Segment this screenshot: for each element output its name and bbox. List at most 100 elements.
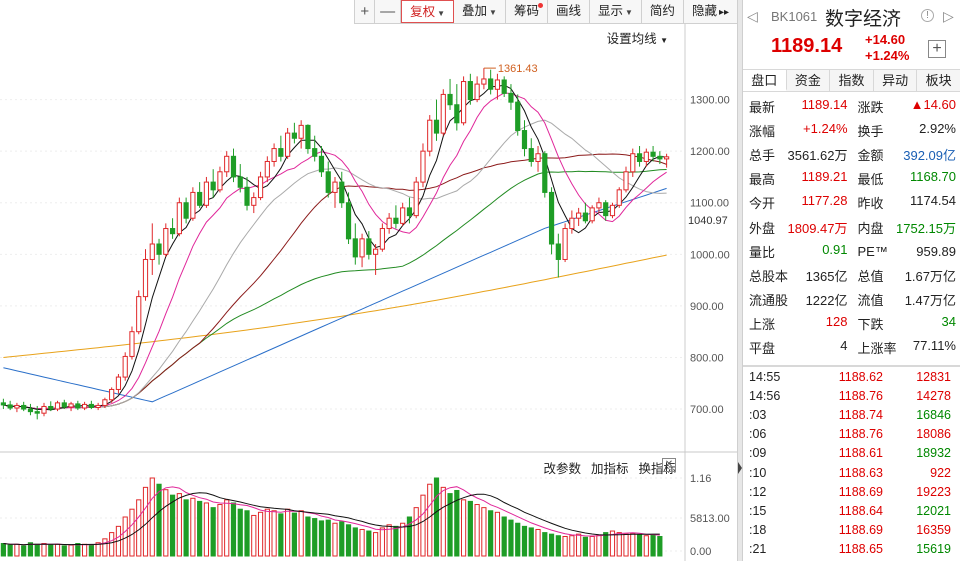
switch-indicator-button[interactable]: 换指标 <box>638 462 676 476</box>
candle-body <box>501 79 507 94</box>
candle-body <box>298 124 304 139</box>
y-tick-label: 800.00 <box>690 352 724 364</box>
zoom-in-button[interactable]: + <box>355 0 376 23</box>
trade-volume: 12021 <box>916 503 951 518</box>
stat-value: 128 <box>825 314 848 330</box>
hide-button[interactable]: 隐藏 ▸▸ <box>684 0 738 23</box>
simple-button[interactable]: 简约 <box>642 0 684 23</box>
tick-trades-list[interactable]: 14:55 1188.62 12831 14:56 1188.76 14278:03 118… <box>743 365 960 559</box>
y-tick-label: 1000.00 <box>690 249 730 261</box>
kline-svg[interactable]: 1300.00 1200.00 1100.00 1000.00 900.00 800.00… <box>0 0 738 561</box>
candle-body <box>7 404 13 409</box>
candle-body <box>521 130 528 150</box>
trade-volume: 12831 <box>916 369 951 384</box>
panel-splitter[interactable] <box>737 0 743 561</box>
overlay-button[interactable]: 叠加 ▼ <box>454 0 506 23</box>
stat-row: 最高 1189.21 最低 1168.70 <box>743 167 960 191</box>
chips-button[interactable]: 筹码 <box>506 0 548 23</box>
stat-label: 涨跌 <box>857 99 884 115</box>
candle-body <box>386 217 392 230</box>
candle-body <box>142 258 149 298</box>
volume-bar <box>210 507 216 557</box>
volume-bar <box>102 538 108 557</box>
change-params-button[interactable]: 改参数 <box>543 462 581 476</box>
volume-bar <box>433 477 440 557</box>
kline-chart-area[interactable]: 1300.00 1200.00 1100.00 1000.00 900.00 800.00… <box>0 0 738 561</box>
volume-bar <box>623 533 629 557</box>
splitter-arrow-icon[interactable] <box>738 460 742 476</box>
candle-body <box>14 404 20 409</box>
candle-body <box>149 243 155 260</box>
volume-bar <box>14 543 20 557</box>
draw-line-button[interactable]: 画线 <box>548 0 590 23</box>
candle-body <box>81 403 88 409</box>
candle-body <box>217 171 223 191</box>
zoom-out-button[interactable]: — <box>375 0 402 23</box>
tab-capital[interactable]: 资金 <box>787 70 831 91</box>
trade-time: :12 <box>749 484 767 499</box>
volume-bar <box>163 489 169 557</box>
candle-body <box>515 101 521 132</box>
stat-value: 1752.15万 <box>896 220 956 236</box>
symbol-name: 数字经济 <box>825 9 902 30</box>
add-indicator-button[interactable]: 加指标 <box>590 462 629 476</box>
volume-bar <box>609 530 616 557</box>
candle-body <box>318 155 325 173</box>
candle-body <box>406 207 413 217</box>
stat-value: 1365亿 <box>805 268 848 284</box>
adjust-rights-button[interactable]: 复权 ▼ <box>401 0 455 23</box>
volume-bar <box>548 533 555 557</box>
info-icon[interactable]: ! <box>921 9 934 22</box>
stat-label: 外盘 <box>749 220 776 236</box>
volume-bar <box>420 494 426 557</box>
volume-tick-label: 1.16 <box>690 473 711 485</box>
volume-bar <box>616 532 622 557</box>
ma-setting-button[interactable]: 设置均线 ▼ <box>607 28 668 47</box>
candle-body <box>285 132 291 157</box>
stat-row: 上涨 128 下跌 34 <box>743 312 960 336</box>
tab-orderbook[interactable]: 盘口 <box>743 70 787 91</box>
volume-bar <box>81 543 88 557</box>
trade-volume: 16846 <box>916 407 951 422</box>
trade-price: 1188.64 <box>838 503 883 518</box>
candle-body <box>596 202 602 209</box>
stat-label: 内盘 <box>857 220 884 236</box>
add-watchlist-button[interactable]: + <box>928 40 946 58</box>
stat-label: 换手 <box>857 123 884 139</box>
stat-cell: 下跌 34 <box>852 314 960 333</box>
candle-body <box>102 399 108 406</box>
prev-arrow-icon[interactable]: ◁ <box>747 8 758 24</box>
candle-body <box>609 204 616 217</box>
volume-bar <box>515 522 521 557</box>
candle-body <box>271 148 277 162</box>
stat-label: 涨幅 <box>749 123 776 139</box>
close-icon[interactable]: ✕ <box>662 458 676 472</box>
stat-label: 总手 <box>749 147 776 163</box>
stat-cell: 今开 1177.28 <box>743 193 852 212</box>
trade-row: :18 1188.69 16359 <box>743 521 960 540</box>
candle-body <box>562 228 568 260</box>
tab-sector[interactable]: 板块 <box>925 73 952 88</box>
next-arrow-icon[interactable]: ▷ <box>943 8 954 24</box>
candle-body <box>136 296 142 333</box>
candle-body <box>27 408 34 413</box>
candle-body <box>474 83 480 101</box>
candle-body <box>68 403 74 408</box>
volume-bar <box>542 532 548 557</box>
candle-body <box>237 176 243 188</box>
candle-body <box>467 81 473 101</box>
change-value: +14.60 <box>865 32 906 47</box>
stat-cell: 总股本 1365亿 <box>743 266 852 285</box>
notification-dot-icon <box>537 3 543 8</box>
volume-bar <box>589 536 595 557</box>
candle-body <box>616 189 622 206</box>
display-label: 显示 <box>597 4 623 18</box>
volume-bar <box>460 499 467 557</box>
candle-body <box>257 176 264 199</box>
candle-body <box>264 160 270 178</box>
tab-movement[interactable]: 异动 <box>874 70 918 91</box>
tab-index[interactable]: 指数 <box>830 70 874 91</box>
display-button[interactable]: 显示 ▼ <box>590 0 642 23</box>
volume-bar <box>481 507 487 557</box>
volume-bar <box>576 533 582 557</box>
